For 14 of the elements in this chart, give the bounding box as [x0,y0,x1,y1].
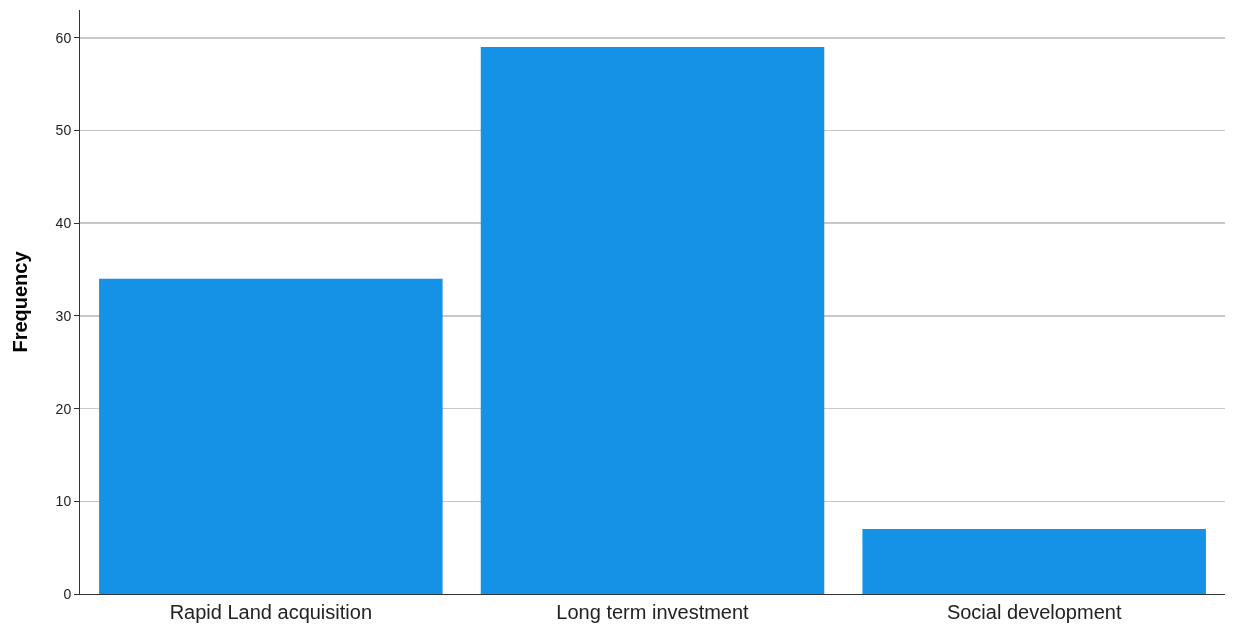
x-tick-label: Rapid Land acquisition [169,601,373,623]
y-tick-label: 40 [55,215,72,232]
bar [862,529,1206,594]
y-tick-label: 50 [55,122,72,139]
y-tick-label: 10 [55,493,72,510]
bar [99,278,443,594]
y-tick-label: 0 [63,585,72,602]
bar [480,47,825,594]
x-tick-label: Social development [946,601,1122,623]
y-axis-title: Frequency [9,250,32,353]
y-tick-label: 60 [55,29,72,46]
x-tick-label: Long term investment [556,601,750,623]
y-tick-label: 30 [55,307,72,324]
y-tick-label: 20 [55,400,72,417]
